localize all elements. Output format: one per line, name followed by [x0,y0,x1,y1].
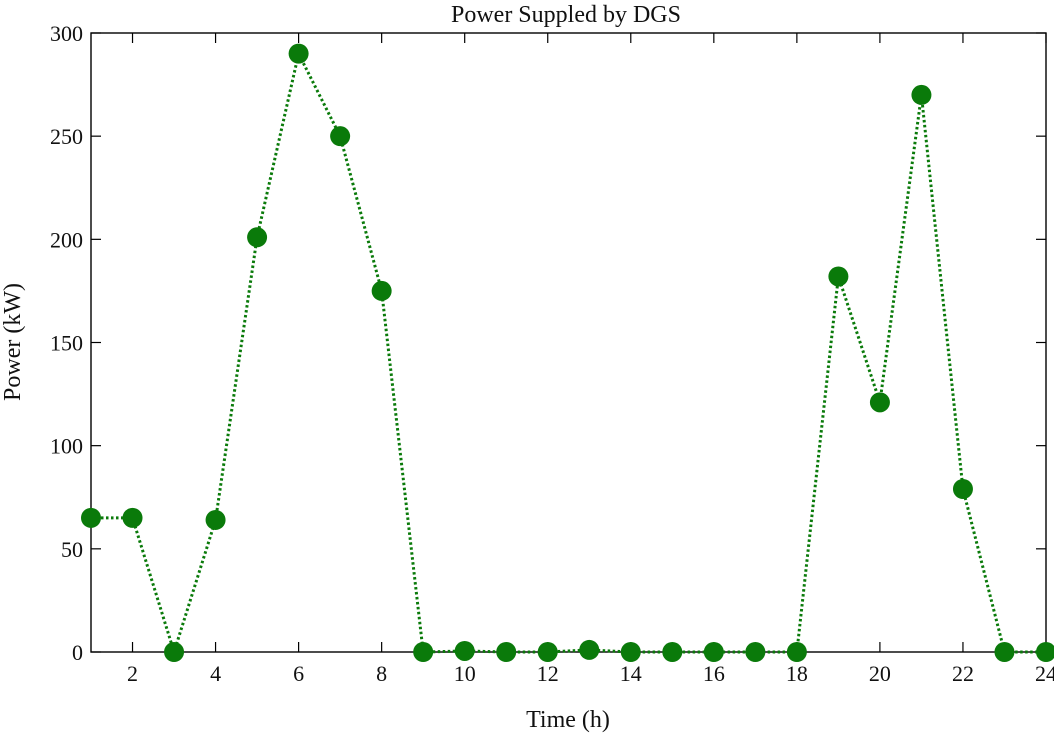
series-line [91,49,1046,658]
data-point [122,507,143,528]
data-point [454,640,475,661]
x-tick-label: 22 [952,661,974,686]
series-layer [81,43,1054,662]
data-point [1036,642,1054,662]
y-tick-label: 50 [61,537,83,562]
data-point [786,642,807,662]
chart-title: Power Suppled by DGS [451,2,681,28]
x-tick-label: 8 [376,661,387,686]
data-point [205,509,226,530]
data-point [620,642,641,662]
data-point [869,392,890,413]
x-tick-label: 14 [620,661,642,686]
data-point [579,639,600,660]
y-tick-label: 100 [50,434,83,459]
y-tick-label: 200 [50,227,83,252]
x-tick-label: 24 [1035,661,1054,686]
data-point [371,280,392,301]
x-tick-label: 12 [537,661,559,686]
y-axis-title: Power (kW) [0,283,26,401]
data-point [288,43,309,64]
y-axis-ticks: 0 50 100 150 200 250 300 [50,21,1046,665]
data-point [703,642,724,662]
x-tick-label: 4 [210,661,221,686]
y-tick-label: 300 [50,21,83,46]
x-tick-label: 16 [703,661,725,686]
data-point [911,84,932,105]
x-axis-ticks: 2 4 6 8 10 12 14 16 18 20 22 24 [127,33,1054,686]
data-point [828,266,849,287]
x-tick-label: 6 [293,661,304,686]
x-tick-label: 20 [869,661,891,686]
data-point [81,507,101,528]
data-point [994,642,1015,662]
data-point [496,642,517,662]
y-tick-label: 0 [72,640,83,665]
y-tick-label: 150 [50,331,83,356]
x-tick-label: 2 [127,661,138,686]
plot-area-frame [90,32,1047,653]
data-point [662,642,683,662]
x-axis-title: Time (h) [526,707,610,733]
x-tick-label: 18 [786,661,808,686]
data-point [745,642,766,662]
data-point [330,126,351,147]
data-point [164,642,185,662]
data-point [413,642,434,662]
y-tick-label: 250 [50,124,83,149]
data-point [952,478,973,499]
data-point [247,227,268,248]
x-tick-label: 10 [454,661,476,686]
data-point [537,642,558,662]
